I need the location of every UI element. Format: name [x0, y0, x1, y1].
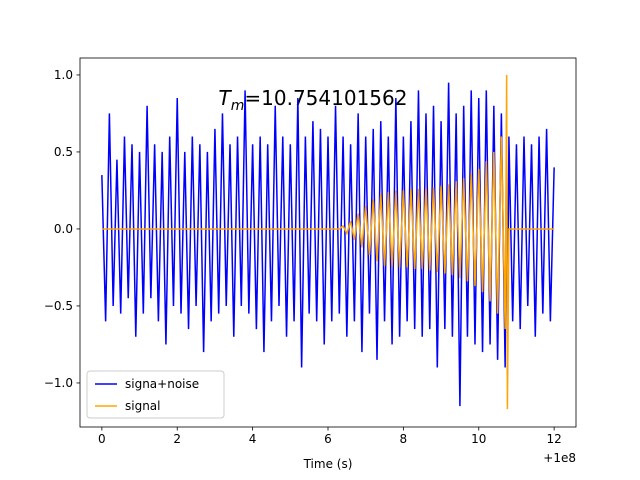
x-tick-label: 10: [471, 432, 486, 446]
annotation-symbol: T: [219, 86, 233, 110]
x-tick-label: 6: [324, 432, 332, 446]
legend-label: signal: [125, 399, 161, 413]
series-line: [101, 82, 555, 407]
y-tick-label: 0.5: [54, 145, 73, 159]
y-tick-label: −0.5: [44, 299, 73, 313]
series-line: [101, 74, 555, 410]
legend-label: signa+noise: [125, 377, 199, 391]
x-offset-label: +1e8: [543, 451, 576, 465]
x-tick-label: 8: [400, 432, 408, 446]
annotation-subscript: m: [231, 98, 245, 114]
x-tick-label: 0: [98, 432, 106, 446]
y-tick-label: −1.0: [44, 376, 73, 390]
x-axis-label: Time (s): [303, 457, 353, 471]
annotation: Tm=10.754101562: [219, 86, 408, 114]
y-tick-label: 1.0: [54, 68, 73, 82]
x-tick-label: 4: [249, 432, 257, 446]
annotation-text: =10.754101562: [244, 86, 407, 110]
y-tick-label: 0.0: [54, 222, 73, 236]
legend-box: [86, 370, 225, 419]
x-tick-label: 2: [173, 432, 181, 446]
x-tick-label: 12: [546, 432, 561, 446]
